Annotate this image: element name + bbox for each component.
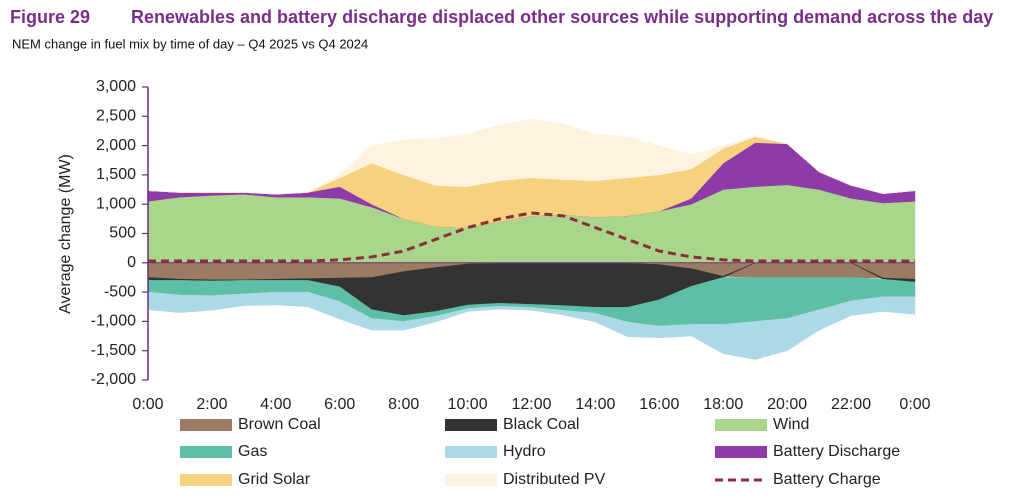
x-tick-label: 8:00 [388,396,419,413]
legend-swatch [180,419,232,431]
x-tick-label: 14:00 [575,396,615,413]
legend-swatch [180,474,232,486]
line [148,211,915,263]
figure-label: Figure 29 [10,7,90,27]
legend-swatch [715,419,767,431]
x-tick-label: 0:00 [899,396,930,413]
legend-swatch [445,474,497,486]
legend-label: Battery Charge [773,471,881,488]
y-tick-label: 500 [109,225,136,242]
x-tick-label: 18:00 [703,396,743,413]
legend-label: Black Coal [503,416,579,433]
y-tick-label: -500 [104,283,136,300]
y-tick-label: 0 [127,254,136,271]
legend-label: Distributed PV [503,471,606,488]
y-tick-label: -1,500 [91,342,136,359]
legend-swatch [715,446,767,458]
x-tick-label: 22:00 [831,396,871,413]
x-tick-label: 4:00 [260,396,291,413]
y-tick-label: -2,000 [91,371,136,388]
y-tick-label: 2,500 [96,108,136,125]
x-tick-label: 16:00 [639,396,679,413]
legend-swatch [445,419,497,431]
y-tick-label: -1,000 [91,313,136,330]
x-tick-label: 12:00 [511,396,551,413]
legend-label: Battery Discharge [773,443,900,460]
legend-swatch [180,446,232,458]
legend-label: Grid Solar [238,471,311,488]
legend-label: Gas [238,443,267,460]
x-tick-label: 20:00 [767,396,807,413]
chart-subtitle: NEM change in fuel mix by time of day – … [12,36,368,51]
legend-label: Brown Coal [238,416,321,433]
y-axis-label: Average change (MW) [57,154,74,314]
x-tick-label: 6:00 [324,396,355,413]
y-tick-label: 1,500 [96,166,136,183]
x-tick-label: 0:00 [132,396,163,413]
x-tick-label: 2:00 [196,396,227,413]
y-tick-label: 2,000 [96,137,136,154]
area [147,291,916,360]
chart-title: Renewables and battery discharge displac… [131,7,993,27]
x-tick-label: 10:00 [448,396,488,413]
legend-label: Hydro [503,443,546,460]
y-tick-label: 1,000 [96,195,136,212]
area [147,118,916,195]
legend-label: Wind [773,416,809,433]
legend-swatch [445,446,497,458]
y-tick-label: 3,000 [96,78,136,95]
